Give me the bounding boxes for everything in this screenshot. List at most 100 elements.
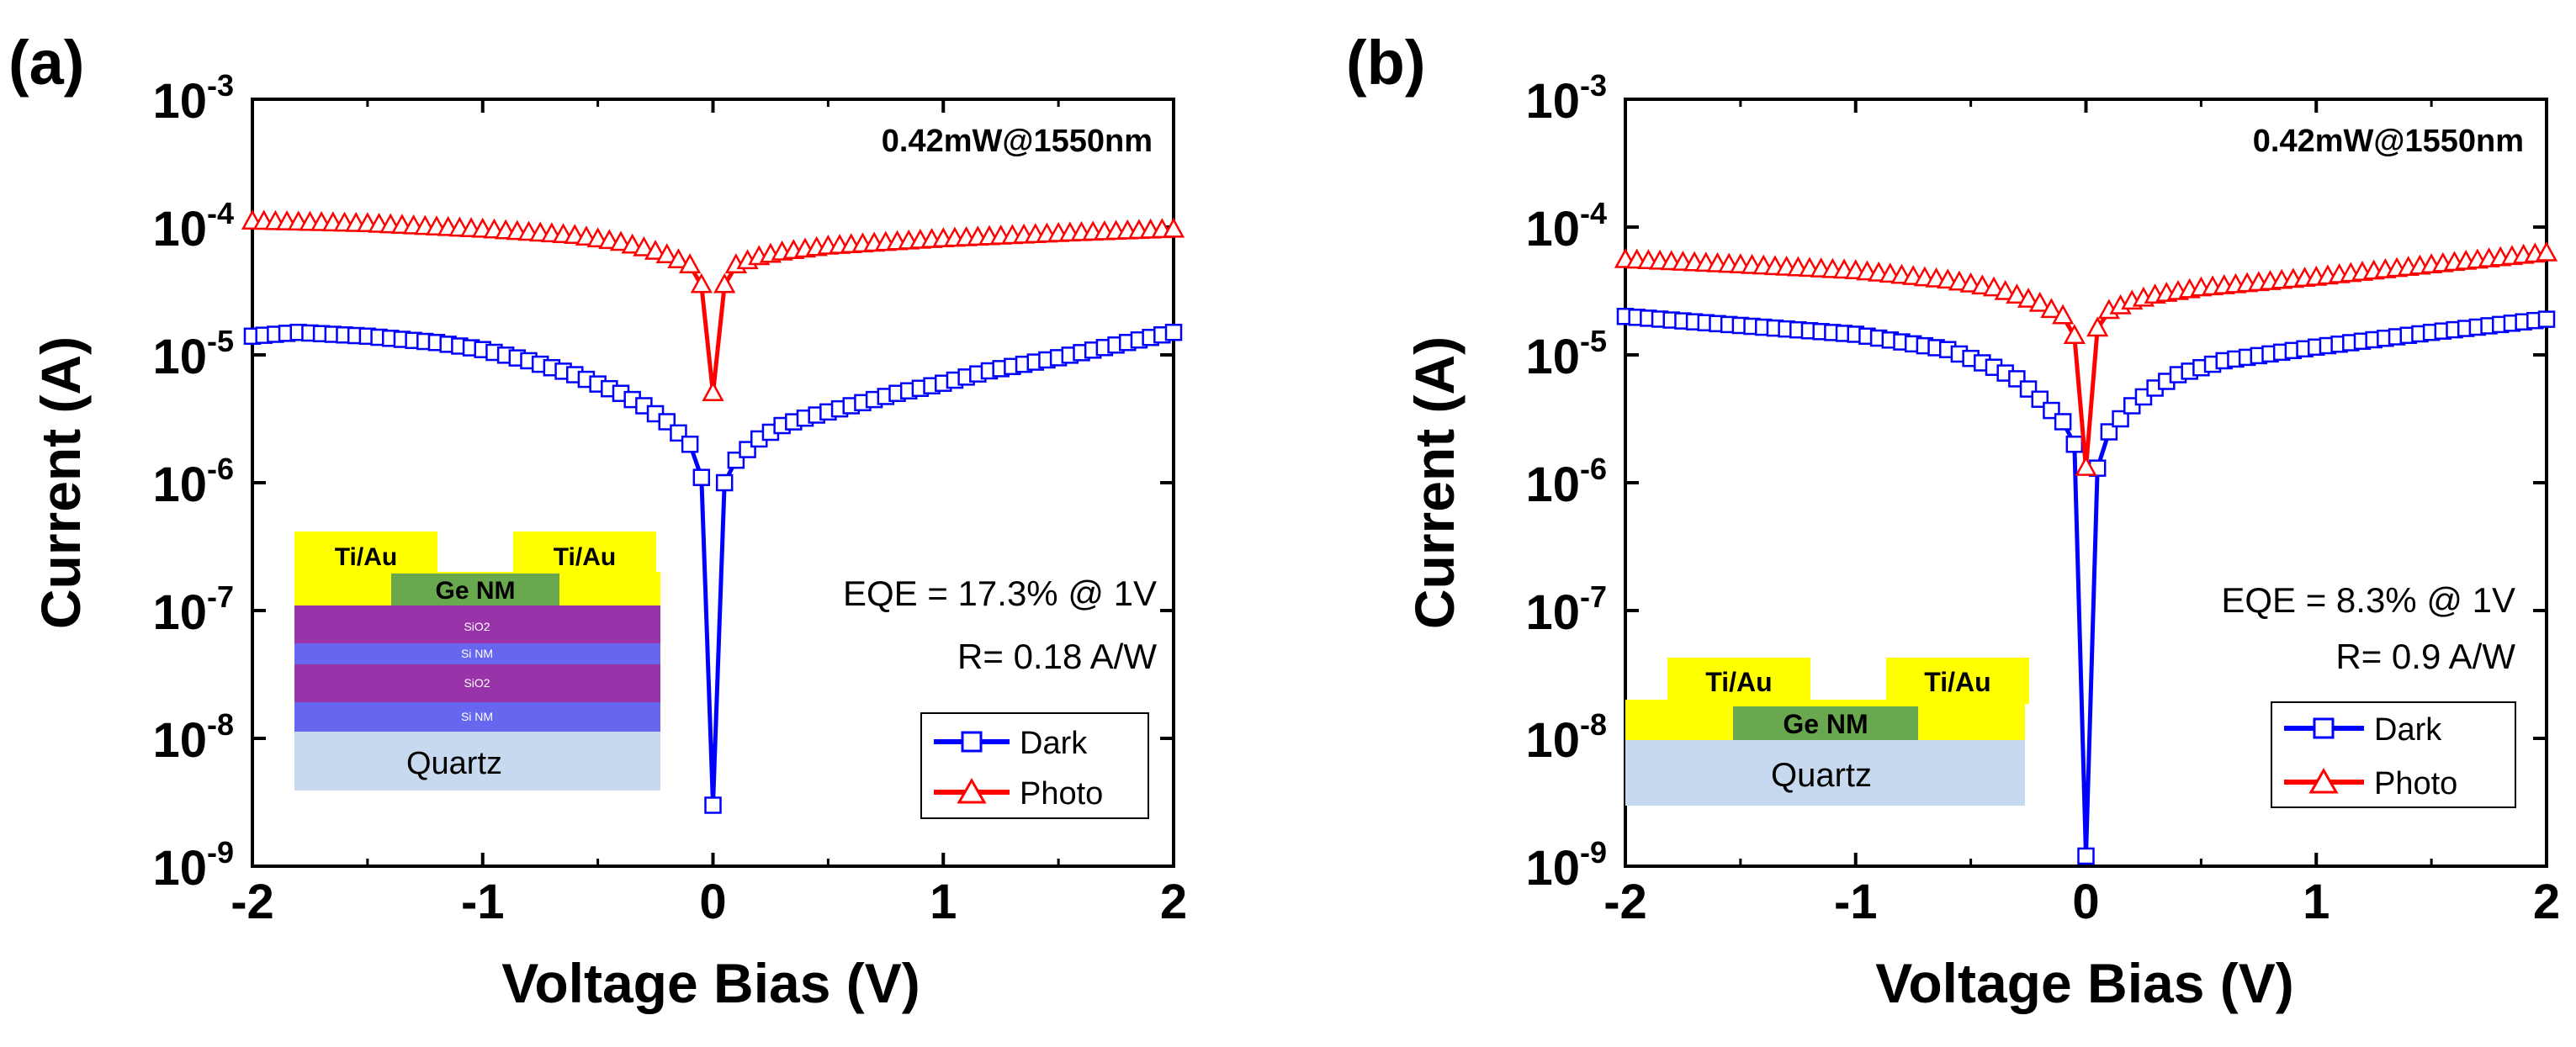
legend-dark-marker [2313, 717, 2335, 739]
data-point-photo [690, 272, 713, 293]
panel-a: (a) -2 -1 0 1 210-910-810-710-610-510-410-3 … [8, 28, 1187, 1014]
data-point-photo [2028, 291, 2051, 312]
data-point-dark [2112, 410, 2129, 428]
data-point-photo [2086, 316, 2109, 337]
data-point-photo [633, 235, 655, 256]
x-axis-label: Voltage Bias (V) [1875, 952, 2294, 1014]
contact-right-label: Ti/Au [1924, 667, 1990, 697]
si-nm-layer [294, 643, 660, 664]
legend-dark-label: Dark [2374, 712, 2442, 748]
data-point-dark [1164, 323, 1183, 341]
layer-label: Si NM [461, 710, 493, 723]
data-point-photo [1982, 276, 2006, 297]
ge-nm-label: Ge NM [1783, 709, 1868, 739]
gold-contact-left [294, 531, 437, 578]
legend-dark-marker [961, 731, 983, 753]
contact-left-label: Ti/Au [1705, 667, 1772, 697]
device-inset: Ti/Au Ti/Au Ge NM Quartz [1625, 658, 2029, 806]
sio2-layer [294, 605, 660, 643]
y-axis-label: Current (A) [1403, 336, 1466, 629]
data-point-dark [2054, 413, 2072, 431]
responsivity-text: R= 0.9 A/W [2335, 637, 2515, 676]
legend: Dark Photo [920, 712, 1149, 819]
y-tick-label: 10-4 [152, 196, 234, 256]
device-inset: Ti/Au Ti/Au Ge NM SiO2 Si NM SiO2 Si NM … [294, 531, 660, 791]
data-point-photo [679, 253, 702, 274]
data-point-photo [1162, 217, 1185, 238]
x-tick-label: -1 [461, 875, 505, 929]
y-tick-label: 10-5 [152, 324, 234, 384]
legend-photo-label: Photo [2374, 766, 2457, 801]
quartz-substrate [1625, 740, 2025, 806]
x-tick-label: 1 [2303, 875, 2330, 929]
power-label: 0.42mW@1550nm [2253, 124, 2524, 159]
y-tick-label: 10-3 [1525, 68, 1607, 129]
x-tick-label: 0 [2072, 875, 2099, 929]
y-axis-label: Current (A) [29, 336, 92, 629]
ge-nm-label: Ge NM [435, 577, 515, 605]
legend-photo-marker [2308, 767, 2339, 794]
y-tick-label: 10-8 [1525, 707, 1607, 768]
y-tick-label: 10-3 [152, 68, 234, 129]
ge-nm-layer [391, 574, 559, 605]
si-nm-layer [294, 702, 660, 732]
data-point-photo [609, 230, 633, 251]
data-point-photo [655, 243, 678, 263]
panel-b: (b) -2 -1 0 1 210-910-810-710-610-510-410-3 … [1346, 28, 2560, 1014]
axes: -2 -1 0 1 2 10-9 10-8 10-7 10-6 10-5 10-4 10-3 [152, 68, 1187, 929]
data-point-dark [715, 473, 734, 492]
x-tick-label: 2 [1160, 875, 1187, 929]
power-label: 0.42mW@1550nm [882, 124, 1153, 159]
legend-dark-label: Dark [1020, 726, 1088, 761]
y-tick-label: 10-9 [152, 835, 234, 896]
data-point-photo [2017, 288, 2040, 308]
eqe-text: EQE = 8.3% @ 1V [2221, 580, 2515, 620]
data-point-photo [644, 239, 667, 260]
data-point-photo [2535, 241, 2558, 262]
series-line-photo [1625, 251, 2547, 468]
x-tick-label: 2 [2533, 875, 2560, 929]
gold-contact-left [1667, 658, 1810, 704]
x-tick-label: 1 [930, 875, 957, 929]
layer-label: Si NM [461, 647, 493, 660]
panel-label: (b) [1346, 28, 1426, 98]
quartz-substrate [294, 732, 660, 791]
data-point-photo [1994, 279, 2017, 300]
x-tick-label: -1 [1834, 875, 1878, 929]
x-tick-label: -2 [1603, 875, 1647, 929]
x-tick-label: 0 [699, 875, 726, 929]
y-tick-label: 10-7 [152, 579, 234, 640]
data-point-photo [621, 233, 644, 254]
layer-label: SiO2 [464, 676, 490, 690]
ge-nm-layer [1733, 706, 1918, 740]
data-point-dark [2065, 435, 2084, 453]
data-point-dark [2077, 847, 2095, 865]
series-layer [1614, 241, 2558, 865]
layer-label: SiO2 [464, 620, 490, 633]
y-tick-label: 10-9 [1525, 835, 1607, 896]
data-point-photo [2052, 304, 2075, 325]
y-tick-label: 10-6 [152, 452, 234, 512]
legend: Dark Photo [2271, 701, 2516, 808]
y-tick-label: 10-7 [1525, 579, 1607, 640]
legend-photo-label: Photo [1020, 776, 1103, 812]
legend-photo-marker [957, 777, 987, 804]
substrate-label: Quartz [1771, 757, 1872, 794]
axes: -2 -1 0 1 2 10-9 10-8 10-7 10-6 10-5 10-4 10-3 [1525, 68, 2560, 929]
x-tick-label: -2 [231, 875, 274, 929]
data-point-photo [667, 248, 690, 268]
sio2-layer [294, 664, 660, 702]
data-point-photo [2075, 456, 2097, 476]
data-point-photo [2006, 283, 2028, 304]
x-axis-label: Voltage Bias (V) [501, 952, 920, 1014]
responsivity-text: R= 0.18 A/W [957, 637, 1157, 676]
data-point-dark [681, 435, 699, 453]
series-layer [241, 209, 1185, 814]
data-point-photo [2040, 298, 2063, 319]
data-point-dark [704, 796, 722, 814]
contact-left-label: Ti/Au [335, 543, 397, 571]
data-point-dark [692, 468, 711, 486]
contact-right-label: Ti/Au [554, 543, 616, 571]
data-point-dark [2537, 310, 2556, 328]
